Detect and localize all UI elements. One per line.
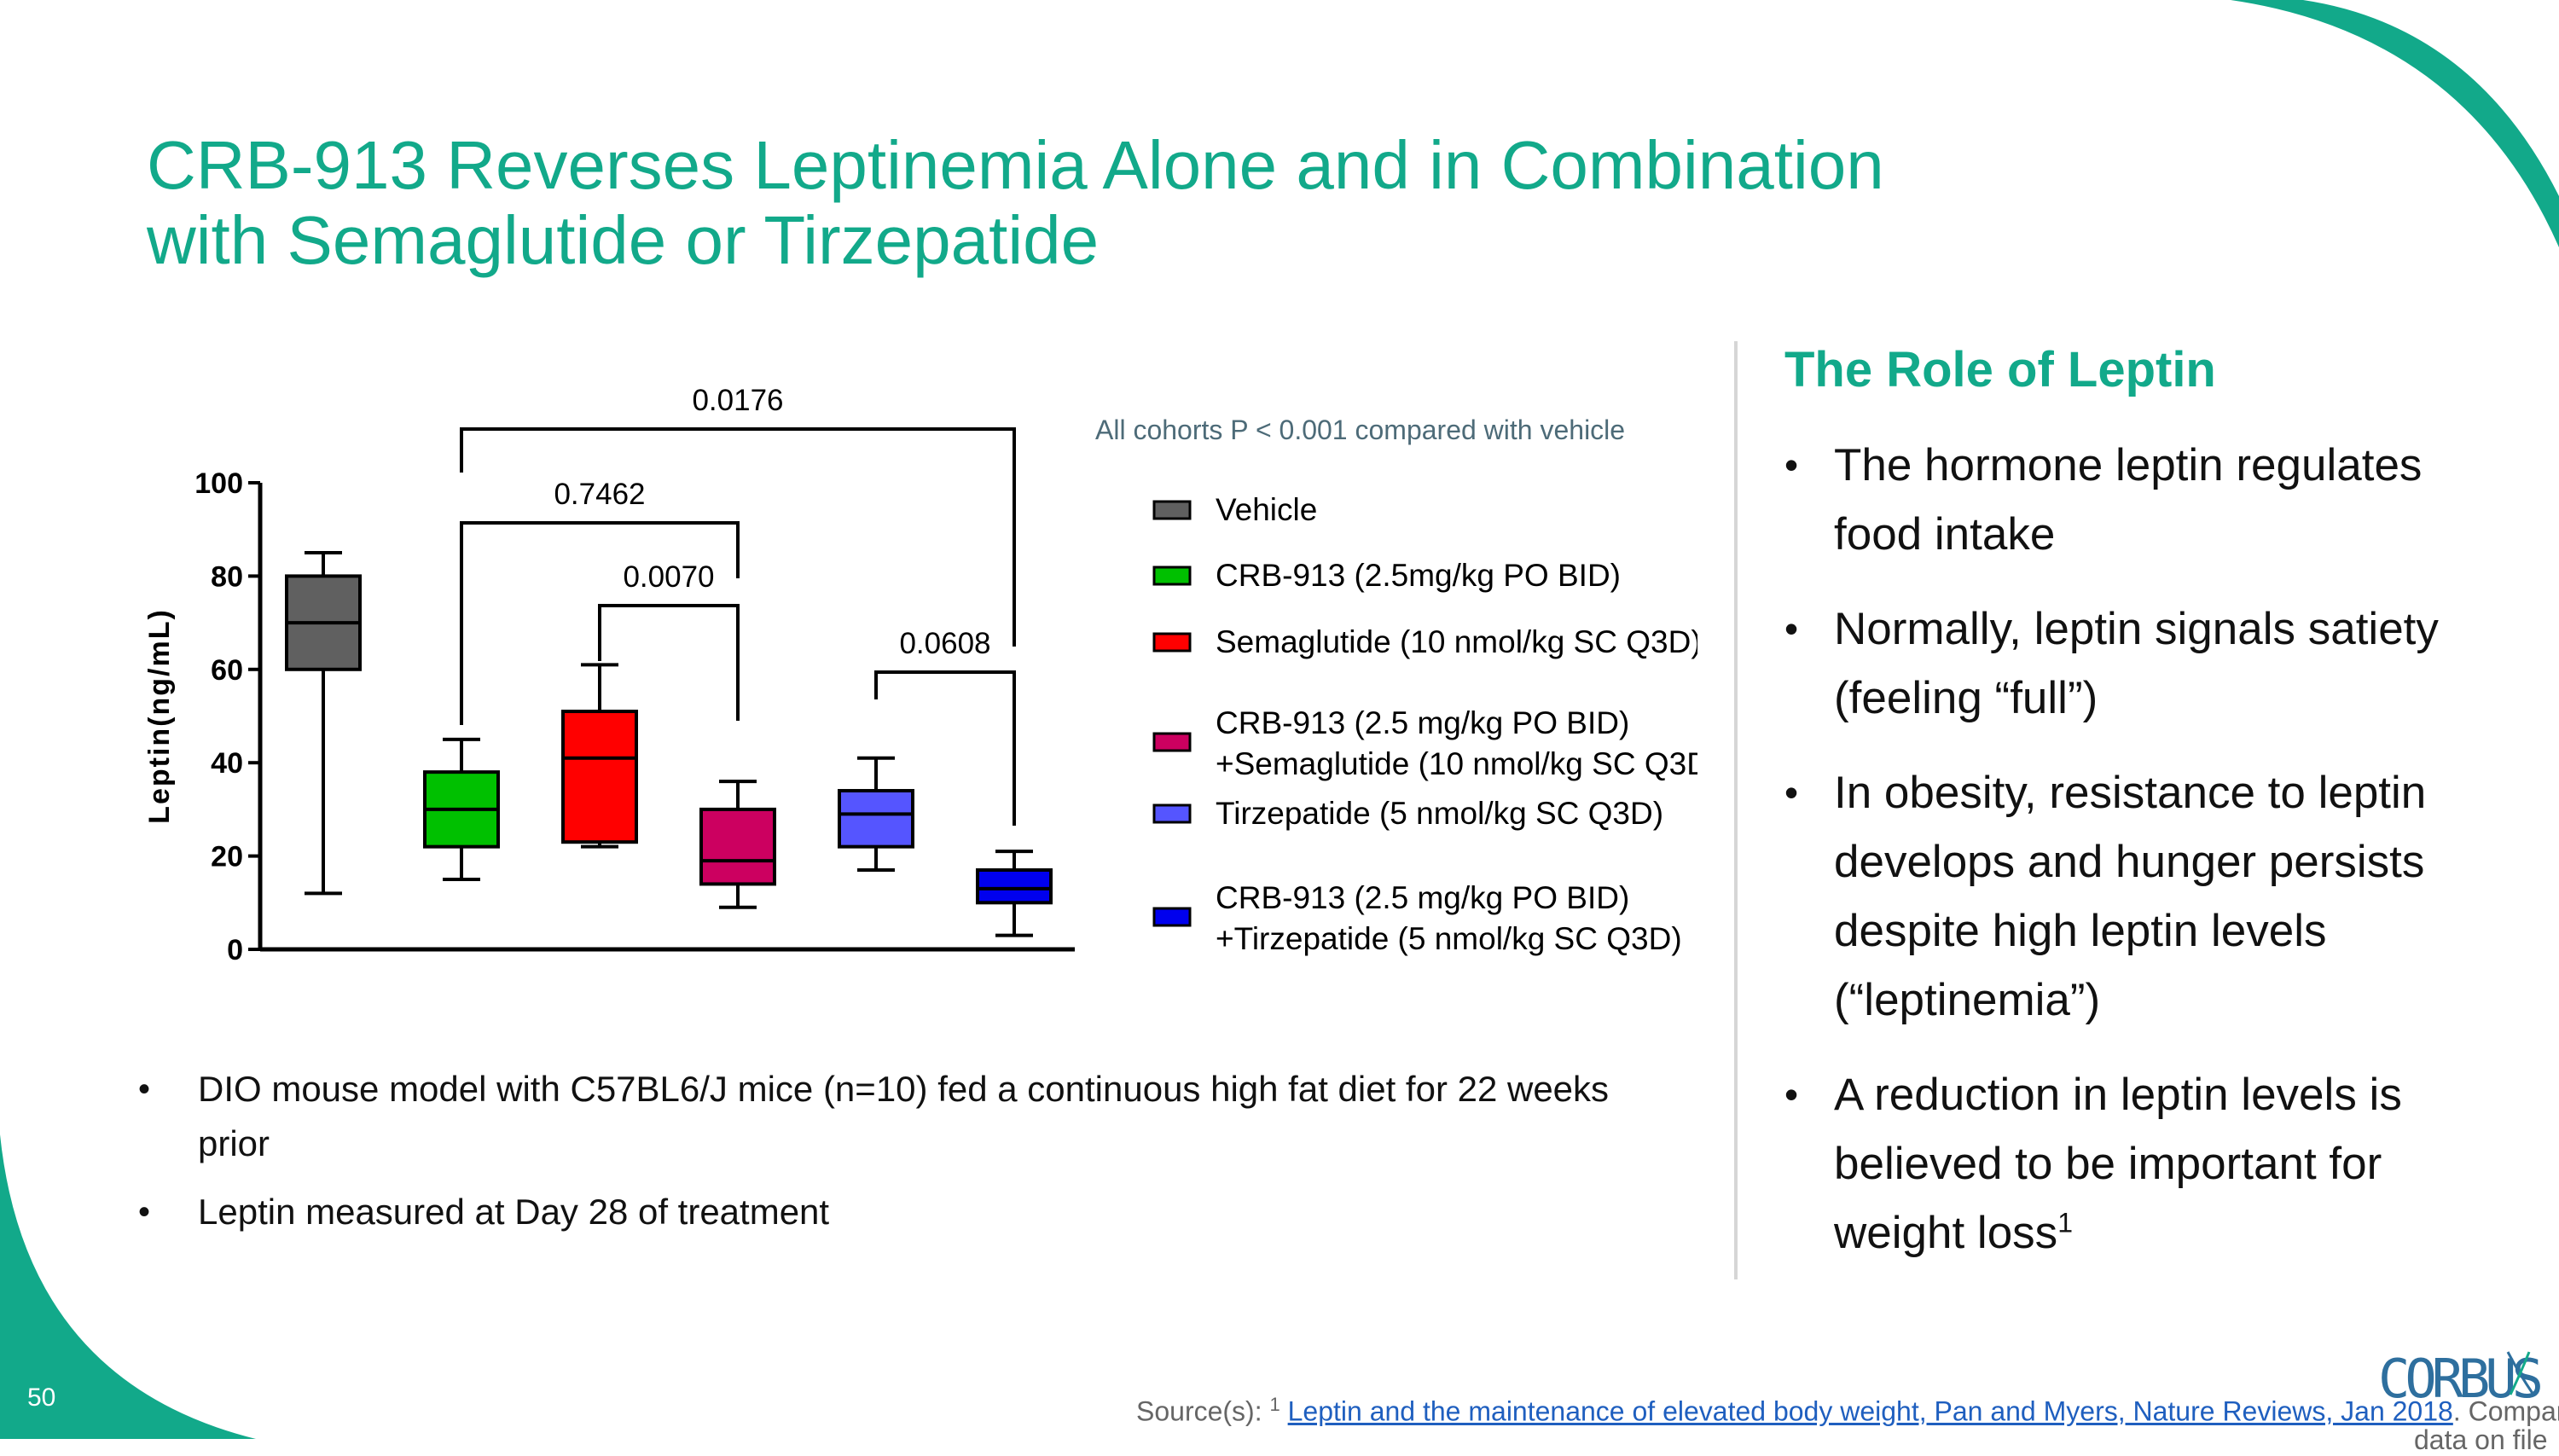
vertical-divider bbox=[1734, 341, 1738, 1279]
box-4 bbox=[699, 807, 776, 886]
leptin-box-plot: 0 20 40 60 80 100 Leptin(ng/mL) 0.0176 0.7462 0.0… bbox=[143, 384, 1697, 966]
leptin-role-list: The hormone leptin regulates food intake… bbox=[1784, 431, 2518, 1293]
legend-label: +Tirzepatide (5 nmol/kg SC Q3D) bbox=[1216, 921, 1682, 956]
significance-bracket bbox=[874, 670, 1016, 826]
legend-label: Tirzepatide (5 nmol/kg SC Q3D) bbox=[1216, 796, 1663, 831]
y-tick-label: 20 bbox=[211, 841, 243, 873]
footnote-marker: 1 bbox=[2057, 1207, 2073, 1238]
leptin-role-text: Normally, leptin signals satiety (feelin… bbox=[1834, 604, 2439, 723]
source-citation: Source(s): 1 Leptin and the maintenance … bbox=[1136, 1394, 2559, 1428]
legend-swatch bbox=[1152, 907, 1192, 927]
slide-title-line-2: with Semaglutide or Tirzepatide bbox=[147, 202, 1100, 278]
legend-swatch bbox=[1152, 803, 1192, 824]
leptin-role-item: A reduction in leptin levels is believed… bbox=[1784, 1060, 2518, 1267]
leptin-role-item: The hormone leptin regulates food intake bbox=[1784, 431, 2518, 569]
legend-label: CRB-913 (2.5mg/kg PO BID) bbox=[1216, 558, 1621, 593]
significance-bracket bbox=[598, 604, 740, 721]
corbus-logo-mark-icon bbox=[2506, 1351, 2535, 1395]
y-axis-label: Leptin(ng/mL) bbox=[143, 608, 176, 824]
leptin-role-text: In obesity, resistance to leptin develop… bbox=[1834, 768, 2427, 1025]
legend-swatch bbox=[1152, 632, 1192, 653]
leptin-role-text: A reduction in leptin levels is believed… bbox=[1834, 1070, 2402, 1258]
source-prefix: Source(s): bbox=[1136, 1395, 1270, 1427]
legend-label: Vehicle bbox=[1216, 492, 1317, 527]
p-value-label: 0.0176 bbox=[692, 384, 783, 417]
study-note-item: DIO mouse model with C57BL6/J mice (n=10… bbox=[128, 1062, 1663, 1171]
p-value-label: 0.0070 bbox=[623, 560, 714, 594]
p-value-label: 0.7462 bbox=[554, 478, 645, 511]
source-footnote-marker: 1 bbox=[1269, 1394, 1280, 1415]
slide-title: CRB-913 Reverses Leptinemia Alone and in… bbox=[147, 128, 2109, 278]
legend-swatch bbox=[1152, 566, 1192, 586]
p-value-label: 0.0608 bbox=[899, 627, 990, 660]
legend-label: Semaglutide (10 nmol/kg SC Q3D) bbox=[1216, 624, 1697, 659]
y-tick-label: 80 bbox=[211, 560, 243, 593]
leptin-role-text: The hormone leptin regulates food intake bbox=[1834, 440, 2423, 560]
page-number: 50 bbox=[27, 1383, 56, 1412]
y-tick-label: 0 bbox=[227, 934, 243, 966]
legend-label: CRB-913 (2.5 mg/kg PO BID) bbox=[1216, 705, 1629, 740]
study-notes-list: DIO mouse model with C57BL6/J mice (n=10… bbox=[128, 1062, 1663, 1253]
leptin-role-item: Normally, leptin signals satiety (feelin… bbox=[1784, 595, 2518, 733]
bottom-left-swoosh bbox=[0, 1134, 256, 1439]
source-continuation: data on file bbox=[2414, 1424, 2548, 1455]
legend-swatch bbox=[1152, 500, 1192, 520]
significance-bracket bbox=[460, 521, 740, 725]
box-5 bbox=[838, 789, 914, 849]
box-6 bbox=[976, 868, 1053, 905]
corbus-logo: CORBUS bbox=[2378, 1348, 2544, 1410]
box-3 bbox=[561, 710, 638, 844]
source-suffix: . Company bbox=[2452, 1395, 2559, 1427]
cohort-significance-note: All cohorts P < 0.001 compared with vehi… bbox=[1095, 415, 1626, 445]
y-tick-label: 60 bbox=[211, 654, 243, 687]
significance-bracket bbox=[460, 427, 1016, 647]
study-note-item: Leptin measured at Day 28 of treatment bbox=[128, 1185, 1663, 1239]
slide-title-line-1: CRB-913 Reverses Leptinemia Alone and in… bbox=[147, 127, 1884, 203]
side-panel-heading: The Role of Leptin bbox=[1784, 342, 2216, 397]
legend-swatch bbox=[1152, 732, 1192, 752]
source-link[interactable]: Leptin and the maintenance of elevated b… bbox=[1287, 1395, 2453, 1427]
legend-label: +Semaglutide (10 nmol/kg SC Q3D) bbox=[1216, 746, 1697, 781]
top-right-swoosh bbox=[2231, 0, 2559, 247]
y-tick-label: 100 bbox=[194, 467, 243, 500]
legend-label: CRB-913 (2.5 mg/kg PO BID) bbox=[1216, 880, 1629, 915]
y-tick-label: 40 bbox=[211, 747, 243, 780]
leptin-role-item: In obesity, resistance to leptin develop… bbox=[1784, 758, 2518, 1035]
